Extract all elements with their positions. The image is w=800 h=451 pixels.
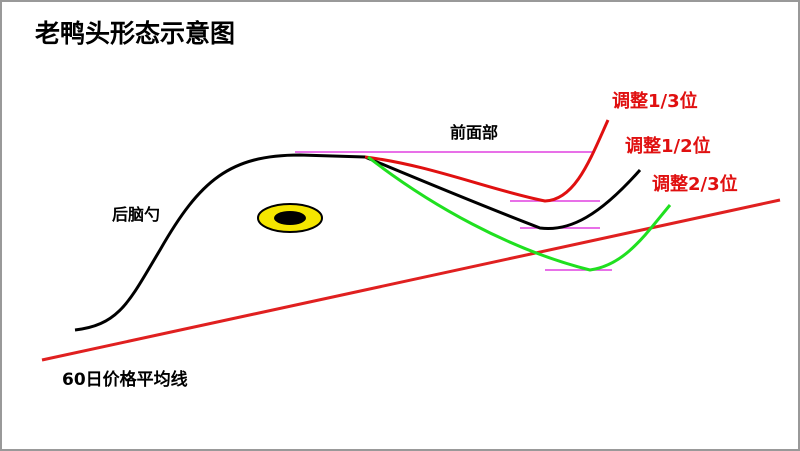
front-label: 前面部: [450, 123, 498, 142]
adjust-label: 调整1/2位: [625, 135, 711, 157]
ma-label: 60日价格平均线: [62, 369, 188, 390]
title: 老鸭头形态示意图: [35, 19, 235, 48]
adjust-curve-red: [364, 119, 610, 203]
ma-line: [41, 198, 781, 362]
adjust-curve-green: [367, 155, 672, 272]
adjust-label: 调整1/3位: [612, 90, 698, 112]
price-curve: [74, 153, 642, 332]
back-label: 后脑勺: [112, 205, 160, 224]
duck-pupil: [274, 211, 306, 225]
adjust-label: 调整2/3位: [652, 173, 738, 195]
